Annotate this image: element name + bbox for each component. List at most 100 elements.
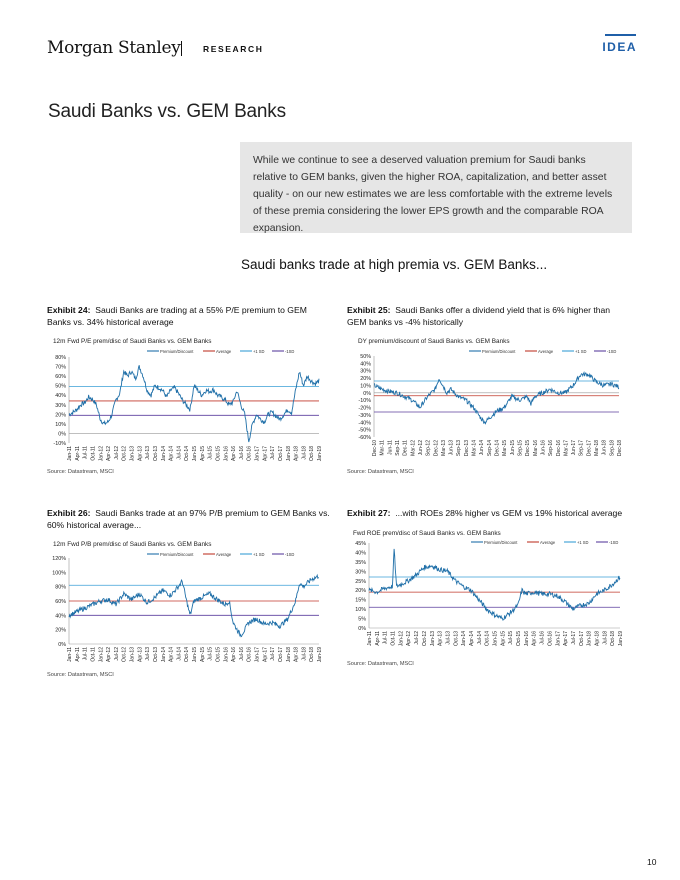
x-tick-label: Jul-11 bbox=[383, 630, 389, 643]
x-tick-label: Jan-16 bbox=[524, 630, 530, 646]
chart-pb-svg: 12m Fwd P/B prem/disc of Saudi Banks vs.… bbox=[52, 541, 323, 663]
chart-title: 12m Fwd P/E prem/disc of Saudi Banks vs.… bbox=[53, 338, 211, 345]
chart-dy-svg: DY premium/discount of Saudi Banks vs. G… bbox=[358, 338, 623, 456]
legend-label: +1 SD bbox=[253, 552, 265, 557]
x-tick-label: Oct-17 bbox=[278, 446, 284, 461]
y-tick-label: 30% bbox=[355, 569, 366, 575]
y-tick-label: 40% bbox=[355, 550, 366, 556]
x-tick-label: Jun-17 bbox=[571, 440, 577, 456]
x-tick-label: Jan-15 bbox=[192, 446, 198, 462]
idea-tag: IDEA bbox=[602, 40, 637, 54]
x-tick-label: Jul-16 bbox=[239, 446, 245, 460]
x-tick-label: Jan-19 bbox=[317, 647, 323, 663]
x-tick-label: Jun-14 bbox=[479, 440, 485, 456]
chart-pe-svg: 12m Fwd P/E prem/disc of Saudi Banks vs.… bbox=[53, 338, 323, 462]
x-tick-label: Jan-18 bbox=[587, 630, 593, 646]
x-tick-label: Jul-14 bbox=[176, 647, 182, 661]
x-tick-label: Jan-12 bbox=[98, 647, 104, 663]
x-tick-label: Apr-11 bbox=[75, 446, 81, 461]
x-tick-label: Oct-13 bbox=[153, 647, 159, 662]
x-tick-label: Jan-16 bbox=[223, 446, 229, 462]
exhibit-number: Exhibit 25: bbox=[347, 305, 391, 315]
x-tick-label: Jan-17 bbox=[255, 647, 261, 663]
x-tick-label: Apr-14 bbox=[469, 630, 475, 645]
exhibit-number: Exhibit 24: bbox=[47, 305, 91, 315]
section-label: RESEARCH bbox=[203, 44, 264, 54]
x-tick-label: Dec-14 bbox=[495, 440, 501, 456]
y-tick-label: -10% bbox=[53, 441, 66, 447]
exhibit-27: Exhibit 27: ...with ROEs 28% higher vs G… bbox=[347, 508, 631, 661]
y-tick-label: 20% bbox=[355, 588, 366, 594]
x-tick-label: Dec-16 bbox=[556, 440, 562, 456]
y-tick-label: 0% bbox=[363, 391, 371, 397]
exhibit-caption: Saudi Banks are trading at a 55% P/E pre… bbox=[47, 305, 307, 327]
x-tick-label: Apr-12 bbox=[406, 630, 412, 645]
x-tick-label: Apr-15 bbox=[200, 647, 206, 662]
chart-dy-premium: DY premium/discount of Saudi Banks vs. G… bbox=[347, 333, 631, 475]
y-tick-label: 20% bbox=[55, 628, 66, 634]
x-tick-label: Jan-17 bbox=[255, 446, 261, 462]
legend-label: Premium/Discount bbox=[160, 349, 194, 354]
x-tick-label: Oct-17 bbox=[278, 647, 284, 662]
exhibit-25: Exhibit 25: Saudi Banks offer a dividend… bbox=[347, 305, 631, 475]
x-tick-label: Mar-14 bbox=[472, 440, 478, 456]
x-tick-label: Jul-14 bbox=[176, 446, 182, 460]
exhibit-title: Exhibit 25: Saudi Banks offer a dividend… bbox=[347, 305, 631, 328]
x-tick-label: Apr-17 bbox=[262, 446, 268, 461]
exhibit-title: Exhibit 24: Saudi Banks are trading at a… bbox=[47, 305, 331, 328]
y-tick-label: -60% bbox=[358, 435, 371, 441]
x-tick-label: Oct-16 bbox=[247, 446, 253, 461]
legend-label: +1 SD bbox=[253, 349, 265, 354]
chart-title: Fwd ROE prem/disc of Saudi Banks vs. GEM… bbox=[353, 530, 501, 537]
x-tick-label: Jul-18 bbox=[602, 630, 608, 644]
x-tick-label: Apr-11 bbox=[75, 647, 81, 662]
x-tick-label: Oct-14 bbox=[184, 446, 190, 461]
x-tick-label: Sep-13 bbox=[456, 440, 462, 456]
x-tick-label: Apr-16 bbox=[231, 446, 237, 461]
x-tick-label: Jul-18 bbox=[301, 647, 307, 661]
x-tick-label: Oct-11 bbox=[90, 446, 96, 461]
y-tick-label: 80% bbox=[55, 355, 66, 361]
section-subheading: Saudi banks trade at high premia vs. GEM… bbox=[241, 257, 548, 272]
x-tick-label: Jul-17 bbox=[571, 630, 577, 644]
y-tick-label: 40% bbox=[55, 613, 66, 619]
x-tick-label: Jul-15 bbox=[208, 647, 214, 661]
y-tick-label: -30% bbox=[358, 413, 371, 419]
y-tick-label: 20% bbox=[360, 376, 371, 382]
x-tick-label: Apr-15 bbox=[500, 630, 506, 645]
x-tick-label: Jul-17 bbox=[270, 446, 276, 460]
series-line bbox=[68, 573, 320, 638]
y-tick-label: -10% bbox=[358, 398, 371, 404]
callout-text: While we continue to see a deserved valu… bbox=[253, 155, 613, 234]
x-tick-label: Oct-15 bbox=[215, 647, 221, 662]
y-tick-label: 60% bbox=[55, 374, 66, 380]
x-tick-label: Sep-15 bbox=[517, 440, 523, 456]
y-tick-label: 60% bbox=[55, 599, 66, 605]
y-tick-label: 35% bbox=[355, 559, 366, 565]
y-tick-label: 10% bbox=[360, 383, 371, 389]
exhibit-26-source: Source: Datastream, MSCI bbox=[47, 672, 114, 678]
y-tick-label: -40% bbox=[358, 420, 371, 426]
x-tick-label: Oct-13 bbox=[453, 630, 459, 645]
y-tick-label: 5% bbox=[358, 616, 366, 622]
x-tick-label: Apr-14 bbox=[169, 647, 175, 662]
y-tick-label: 0% bbox=[58, 642, 66, 648]
x-tick-label: Jul-14 bbox=[477, 630, 483, 644]
series-line bbox=[368, 548, 621, 621]
x-tick-label: Jan-18 bbox=[286, 446, 292, 462]
legend-label: Average bbox=[216, 349, 232, 354]
x-tick-label: Jan-13 bbox=[130, 647, 136, 663]
exhibit-27-source: Source: Datastream, MSCI bbox=[347, 661, 414, 667]
x-tick-label: Jan-14 bbox=[161, 446, 167, 462]
x-tick-label: Jan-11 bbox=[67, 647, 73, 662]
y-tick-label: 30% bbox=[360, 369, 371, 375]
x-tick-label: Sep-12 bbox=[426, 440, 432, 456]
legend-label: +1 SD bbox=[575, 349, 587, 354]
x-tick-label: Oct-18 bbox=[610, 630, 616, 645]
x-tick-label: Mar-13 bbox=[441, 440, 447, 456]
x-tick-label: Jan-19 bbox=[317, 446, 323, 462]
chart-pe-premium: 12m Fwd P/E prem/disc of Saudi Banks vs.… bbox=[47, 333, 331, 475]
y-tick-label: 25% bbox=[355, 578, 366, 584]
x-tick-label: Jan-15 bbox=[192, 647, 198, 663]
x-tick-label: Dec-18 bbox=[617, 440, 623, 456]
